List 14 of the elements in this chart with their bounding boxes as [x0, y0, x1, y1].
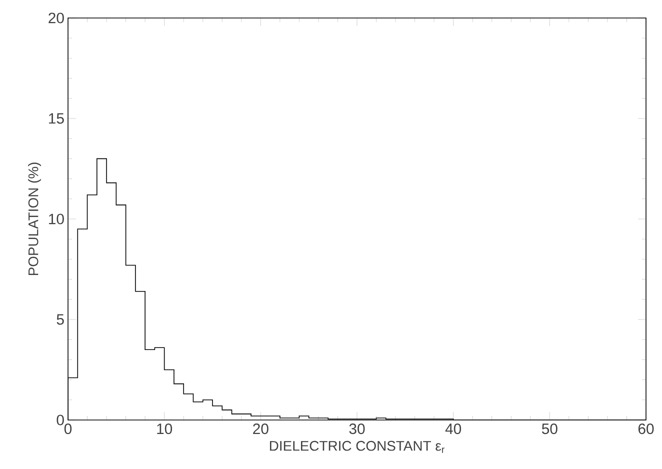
x-tick-label: 30 — [349, 424, 365, 434]
y-tick-label: 5 — [56, 314, 64, 325]
y-tick-label: 10 — [49, 214, 64, 224]
x-tick-label: 40 — [445, 424, 462, 434]
x-axis-title: DIELECTRIC CONSTANT ε$_{r}$ — [270, 440, 445, 453]
y-tick-label: 15 — [49, 113, 64, 124]
x-tick-label: 0 — [64, 424, 72, 434]
x-tick-label: 20 — [253, 424, 268, 434]
y-tick-label: 0 — [56, 414, 64, 426]
x-tick-label: 60 — [638, 424, 654, 434]
y-axis-title: POPULATION (%) — [28, 162, 42, 276]
x-tick-label: 50 — [542, 424, 558, 434]
x-tick-label: 10 — [157, 424, 172, 434]
y-tick-label: 20 — [48, 12, 64, 24]
